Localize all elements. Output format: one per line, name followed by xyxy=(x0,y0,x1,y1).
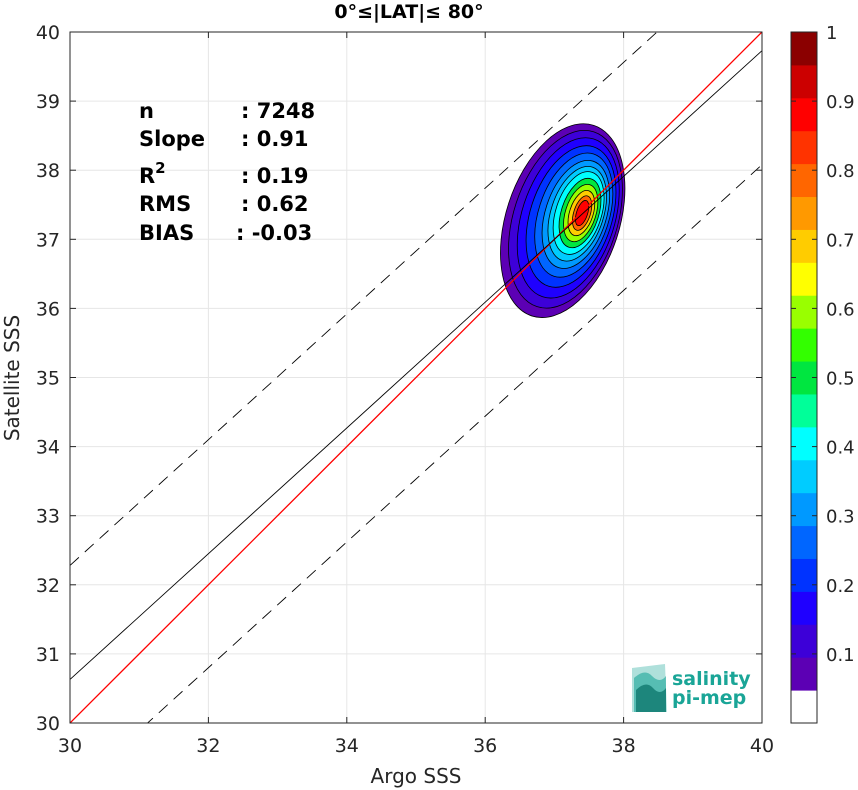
colorbar-tick-label: 0.9 xyxy=(826,92,855,113)
y-tick-label: 34 xyxy=(36,437,60,459)
stat-value: : 7248 xyxy=(241,99,315,123)
logo-text-line1: salinity xyxy=(672,668,751,690)
colorbar-segment xyxy=(791,229,817,263)
x-tick-label: 40 xyxy=(750,735,774,757)
colorbar-segment xyxy=(791,492,817,527)
y-axis-label: Satellite SSS xyxy=(0,315,24,441)
colorbar-segment xyxy=(791,295,817,329)
colorbar-segment xyxy=(791,163,817,198)
reference-lines xyxy=(70,32,762,723)
y-tick-label: 40 xyxy=(36,22,60,44)
y-tick-label: 35 xyxy=(36,368,60,390)
stat-label: n xyxy=(139,99,154,123)
colorbar-tick-label: 1 xyxy=(826,23,837,44)
stat-label: BIAS xyxy=(139,221,194,245)
x-tick-label: 32 xyxy=(196,735,220,757)
colorbar-segment xyxy=(791,690,817,724)
wave-logo-icon xyxy=(632,664,667,712)
chart-title: 0°≤|LAT|≤ 80° xyxy=(334,1,483,23)
grid xyxy=(69,31,763,724)
colorbar-tick-label: 0.4 xyxy=(826,438,855,459)
colorbar: 0.1 0.2 0.3 0.4 0.5 0.6 0.7 0.8 0.9 1 xyxy=(790,23,855,724)
colorbar-segment xyxy=(791,196,817,230)
x-tick-label: 30 xyxy=(58,735,82,757)
stat-superscript: 2 xyxy=(155,159,165,177)
colorbar-tick-label: 0.1 xyxy=(826,645,855,666)
density-contours xyxy=(500,123,626,318)
colorbar-tick-label: 0.3 xyxy=(826,507,855,528)
x-tick-label: 34 xyxy=(335,735,359,757)
colorbar-tick-label: 0.2 xyxy=(826,576,855,597)
colorbar-segment xyxy=(791,591,817,625)
regression-line xyxy=(70,50,762,680)
colorbar-segment xyxy=(791,459,817,494)
colorbar-tick-label: 0.8 xyxy=(826,161,855,182)
colorbar-segment xyxy=(791,130,817,165)
stat-value: : 0.91 xyxy=(241,127,309,151)
logo-text-line2: pi-mep xyxy=(672,687,746,709)
colorbar-segment xyxy=(791,624,817,658)
x-axis-ticks: 30 32 34 36 38 40 xyxy=(58,32,774,757)
colorbar-segment xyxy=(791,328,817,362)
x-tick-label: 36 xyxy=(473,735,497,757)
stat-value: : 0.19 xyxy=(241,164,309,188)
salinity-pi-mep-logo: salinity pi-mep xyxy=(632,664,751,712)
stat-label: Slope xyxy=(139,127,205,151)
x-axis-label: Argo SSS xyxy=(371,764,462,788)
colorbar-segment xyxy=(791,525,817,559)
y-tick-label: 32 xyxy=(36,575,60,597)
identity-line xyxy=(70,32,762,723)
y-tick-label: 30 xyxy=(36,713,60,735)
x-tick-label: 38 xyxy=(612,735,636,757)
colorbar-segment xyxy=(791,97,817,132)
upper-bound-line xyxy=(70,32,658,566)
colorbar-tick-label: 0.5 xyxy=(826,369,855,390)
y-tick-label: 37 xyxy=(36,229,60,251)
colorbar-segment xyxy=(791,393,817,428)
y-tick-label: 31 xyxy=(36,644,60,666)
contour-level-12 xyxy=(575,200,590,227)
y-tick-label: 38 xyxy=(36,160,60,182)
colorbar-segment xyxy=(791,64,817,99)
y-axis-ticks: 30 31 32 33 34 35 36 37 38 39 40 xyxy=(36,22,762,735)
colorbar-segment xyxy=(791,558,817,592)
colorbar-tick-label: 0.7 xyxy=(826,230,855,251)
y-tick-label: 33 xyxy=(36,506,60,528)
lower-bound-line xyxy=(146,164,762,723)
colorbar-segment xyxy=(791,657,817,691)
stat-value: : -0.03 xyxy=(236,221,312,245)
colorbar-tick-label: 0.6 xyxy=(826,299,855,320)
y-tick-label: 36 xyxy=(36,298,60,320)
y-tick-label: 39 xyxy=(36,91,60,113)
colorbar-segment xyxy=(791,426,817,461)
stat-label: RMS xyxy=(139,192,191,216)
stat-value: : 0.62 xyxy=(241,192,309,216)
colorbar-segment xyxy=(791,32,817,66)
colorbar-segment xyxy=(791,262,817,296)
